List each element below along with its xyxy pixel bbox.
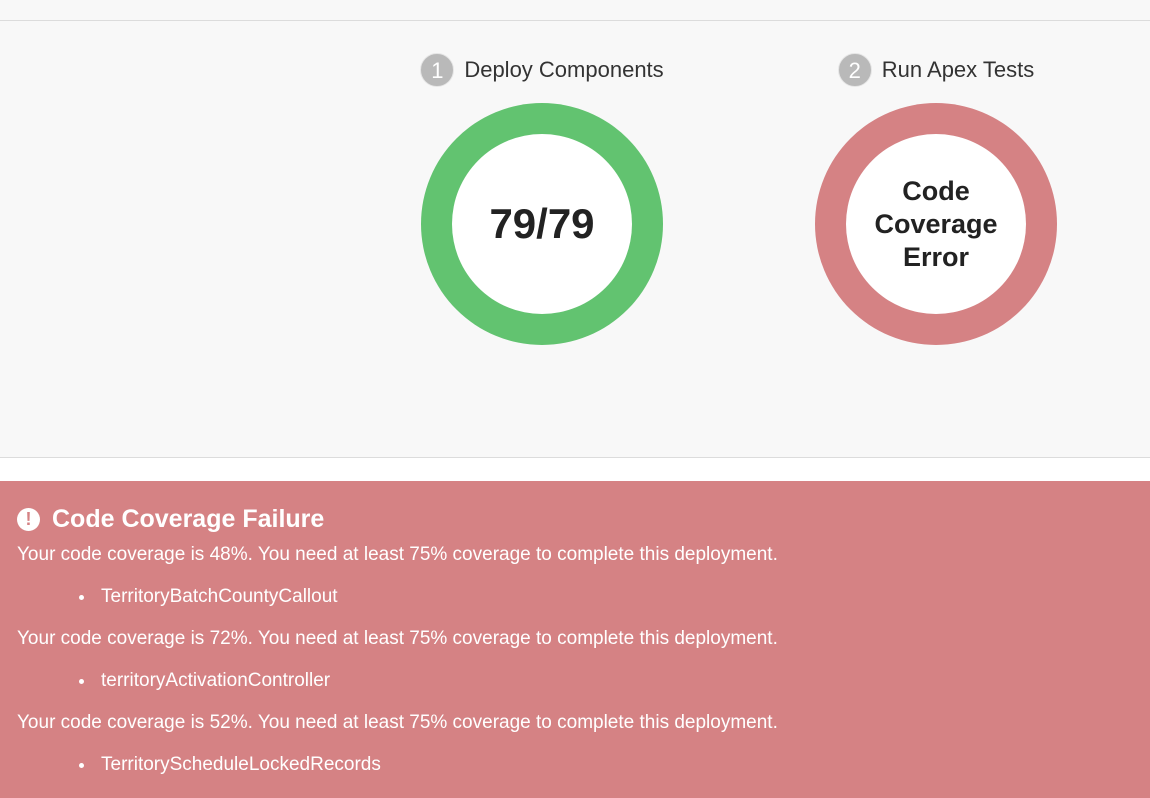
step-header: 1 Deploy Components bbox=[392, 52, 692, 88]
test-status-ring: Code Coverage Error bbox=[815, 103, 1057, 345]
alert-title-text: Code Coverage Failure bbox=[52, 504, 325, 533]
step-header: 2 Run Apex Tests bbox=[786, 52, 1086, 88]
coverage-message: Your code coverage is 72%. You need at l… bbox=[17, 628, 778, 649]
deploy-progress-ring: 79/79 bbox=[421, 103, 663, 345]
step-label: Deploy Components bbox=[464, 57, 664, 82]
class-list: territoryActivationController bbox=[17, 651, 1133, 711]
class-name-item: territoryActivationController bbox=[17, 651, 1133, 693]
step-label: Run Apex Tests bbox=[881, 57, 1035, 82]
coverage-message: Your code coverage is 48%. You need at l… bbox=[17, 544, 778, 565]
class-list: TerritoryScheduleLockedRecords bbox=[17, 735, 1133, 795]
component-count: 79/79 bbox=[489, 200, 595, 247]
step-number-badge: 2 bbox=[837, 53, 872, 87]
ring-center: Code Coverage Error bbox=[846, 134, 1026, 314]
class-name-item: TerritoryScheduleLockedRecords bbox=[17, 735, 1133, 777]
test-status-text: Code Coverage Error bbox=[874, 175, 998, 272]
class-list: TerritoryBatchCountyCallout bbox=[17, 567, 1133, 627]
coverage-message: Your code coverage is 52%. You need at l… bbox=[17, 712, 778, 733]
step-run-apex-tests: 2 Run Apex Tests Code Coverage Error bbox=[786, 21, 1086, 361]
step-deploy-components: 1 Deploy Components 79/79 bbox=[392, 21, 692, 361]
top-toolbar-strip bbox=[0, 0, 1150, 21]
code-coverage-alert: ! Code Coverage Failure Your code covera… bbox=[0, 481, 1150, 798]
deployment-progress-panel: 1 Deploy Components 79/79 2 Run Apex Tes… bbox=[0, 21, 1150, 458]
alert-title: ! Code Coverage Failure bbox=[17, 503, 1133, 535]
step-number-badge: 1 bbox=[420, 53, 455, 87]
exclamation-circle-icon: ! bbox=[17, 507, 40, 531]
class-name-item: TerritoryBatchCountyCallout bbox=[17, 567, 1133, 609]
ring-center: 79/79 bbox=[452, 134, 632, 314]
